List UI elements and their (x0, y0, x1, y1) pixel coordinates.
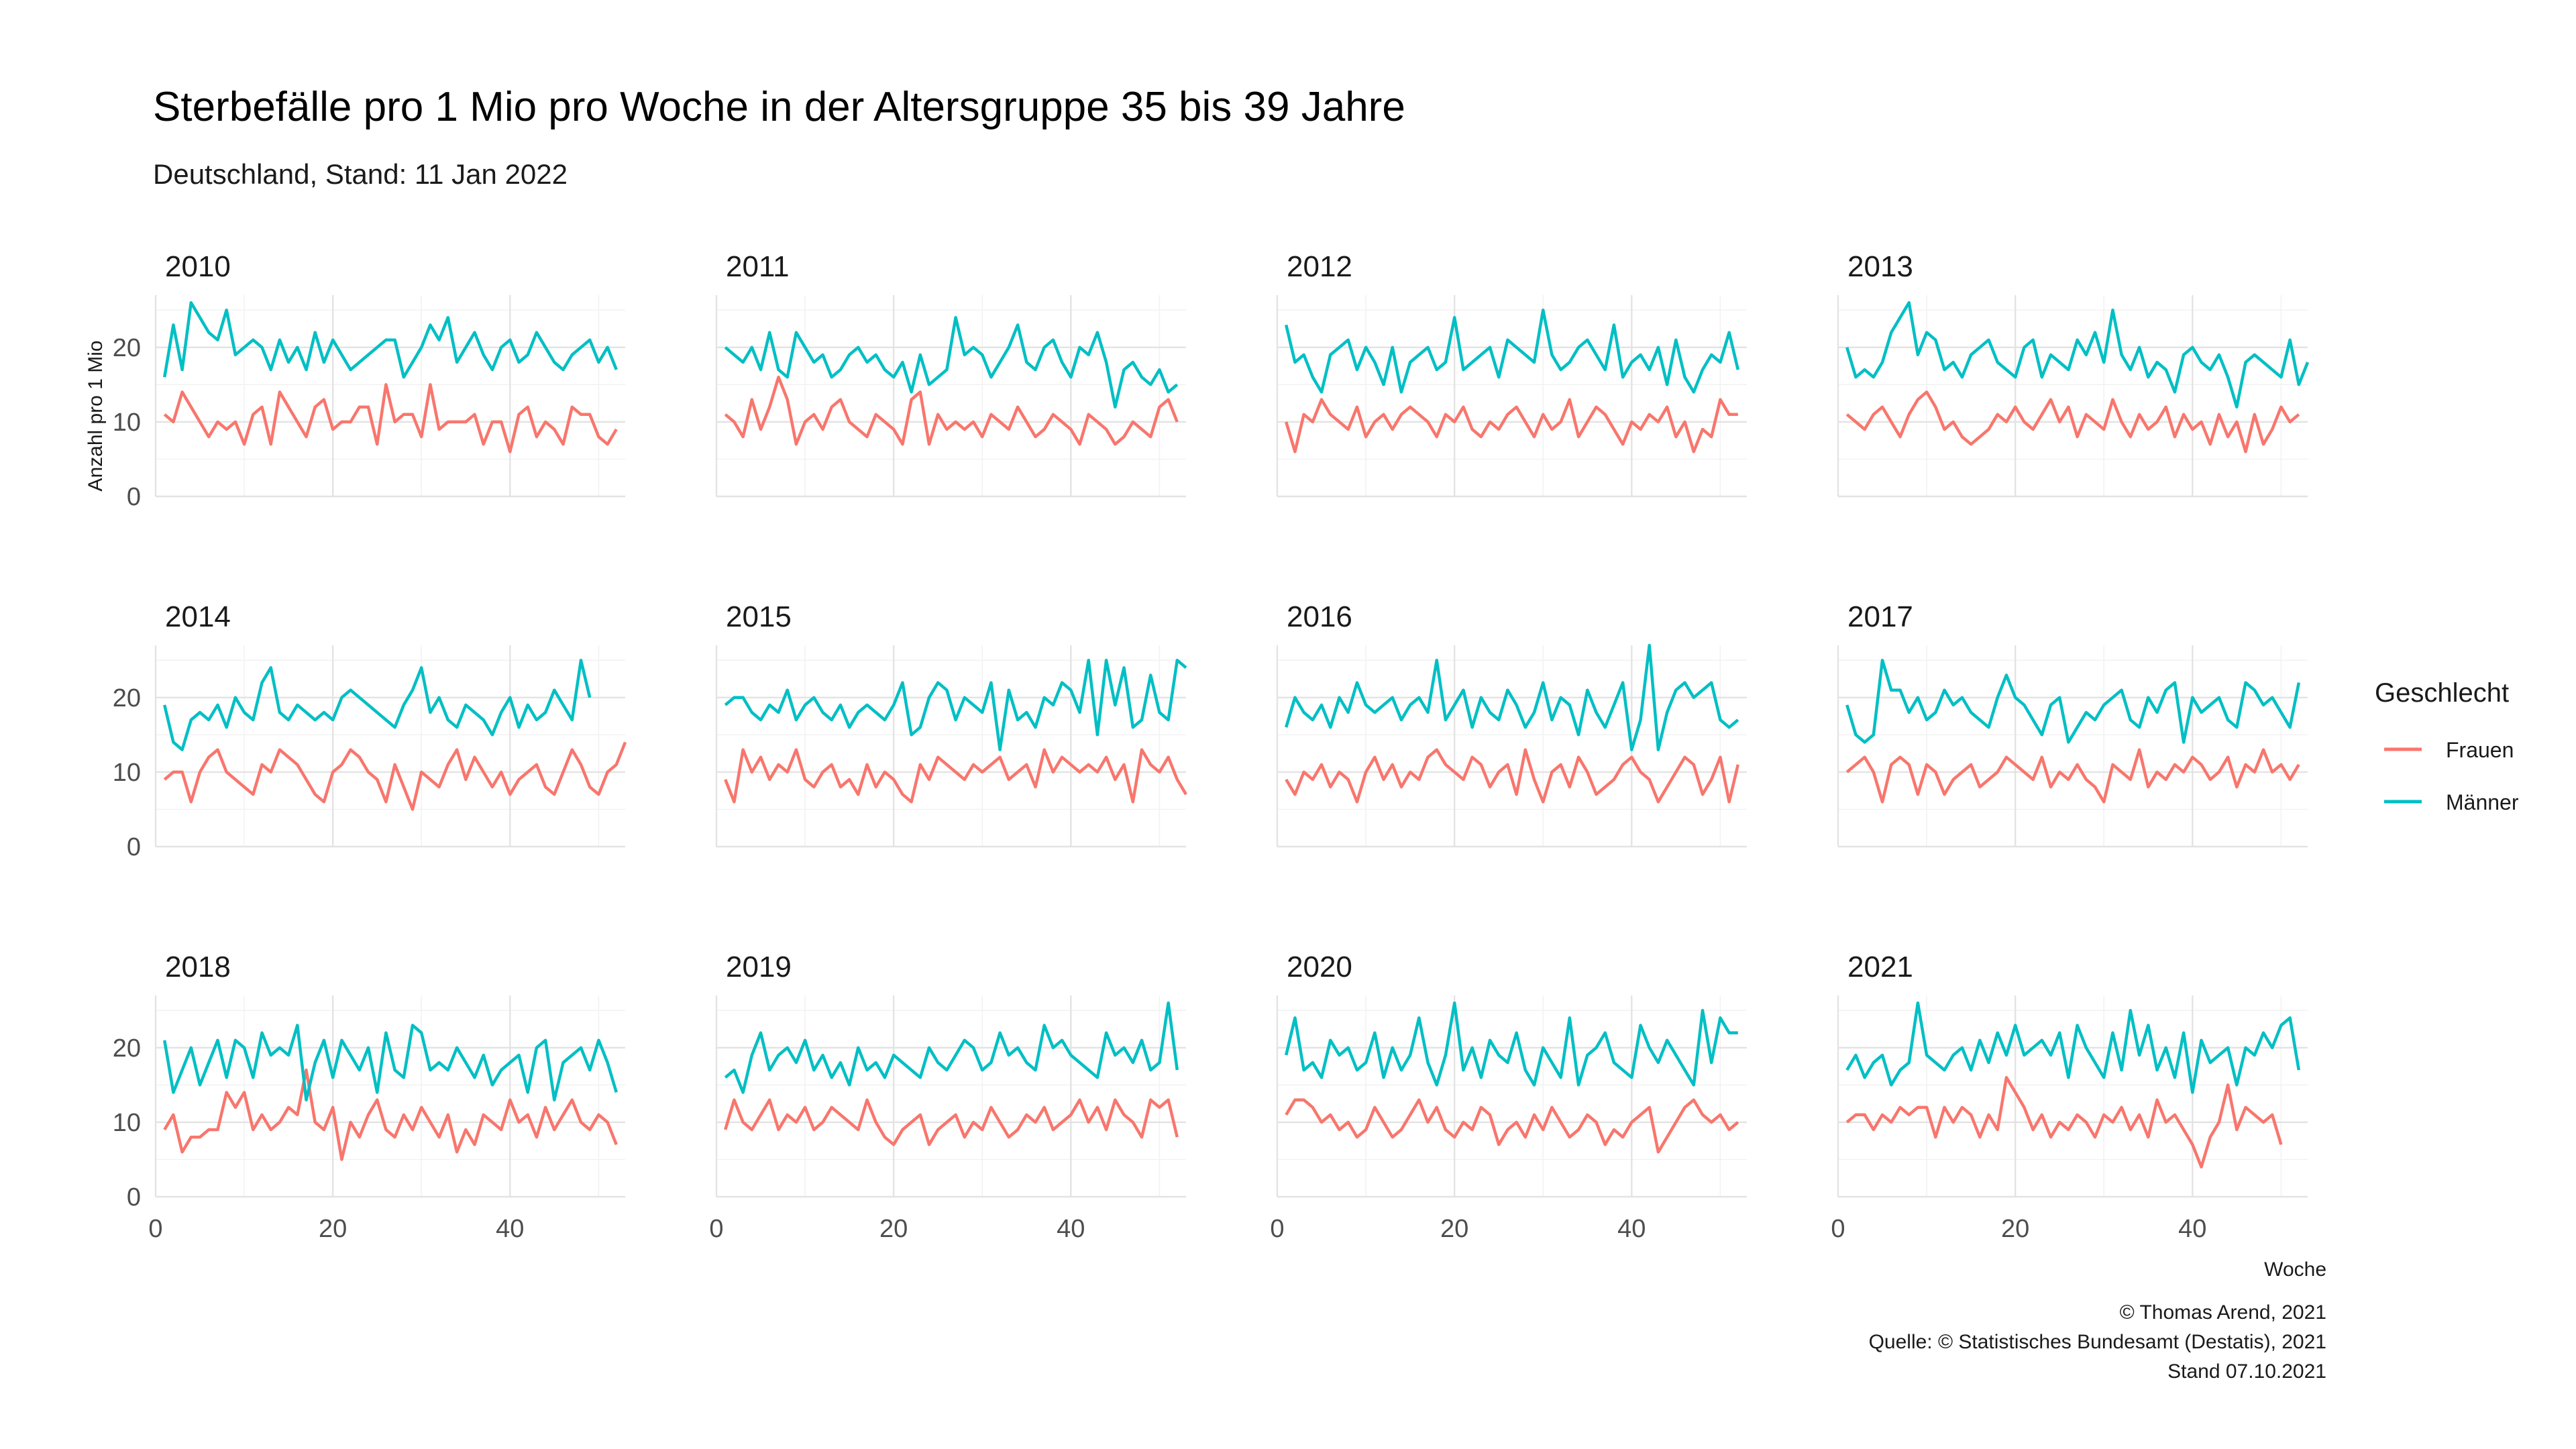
panel-title-2016: 2016 (1287, 600, 1352, 633)
series-line-maenner-2019 (724, 1001, 1179, 1094)
y-tick-label: 0 (127, 483, 141, 511)
series-line-frauen-2015 (724, 748, 1187, 804)
legend-title: Geschlecht (2375, 678, 2509, 708)
panel-title-2012: 2012 (1287, 250, 1352, 283)
series-line-maenner-2015 (724, 658, 1187, 751)
legend-label-maenner: Männer (2446, 790, 2519, 814)
panel-title-2017: 2017 (1847, 600, 1913, 633)
series-line-frauen-2020 (1285, 1098, 1739, 1154)
y-tick-label: 10 (113, 759, 141, 787)
panel-title-2014: 2014 (165, 600, 231, 633)
panel-2016: 2016 (1276, 600, 1747, 848)
series-line-maenner-2010 (162, 301, 618, 379)
x-tick-label: 40 (2178, 1215, 2206, 1243)
caption: © Thomas Arend, 2021 Quelle: © Statistis… (1869, 1301, 2326, 1383)
series-line-frauen-2018 (163, 1068, 618, 1161)
x-tick-label: 20 (2001, 1215, 2029, 1243)
y-tick-label: 0 (127, 1183, 141, 1212)
series-line-frauen-2021 (1845, 1075, 2283, 1169)
x-tick-label: 40 (496, 1215, 524, 1243)
series-line-maenner-2016 (1285, 643, 1739, 751)
x-tick-label: 40 (1057, 1215, 1085, 1243)
panel-title-2020: 2020 (1287, 951, 1352, 983)
x-tick-label: 40 (1617, 1215, 1646, 1243)
series-line-maenner-2011 (724, 316, 1179, 409)
series-line-maenner-2018 (162, 1024, 618, 1102)
caption-line-3: Stand 07.10.2021 (2167, 1360, 2326, 1383)
series-line-maenner-2021 (1845, 1001, 2301, 1094)
series-line-frauen-2019 (724, 1098, 1179, 1146)
series-line-maenner-2012 (1285, 308, 1739, 394)
y-tick-label: 20 (113, 334, 141, 362)
series-line-frauen-2017 (1845, 748, 2300, 804)
panel-title-2019: 2019 (726, 951, 792, 983)
x-tick-label: 0 (1270, 1215, 1284, 1243)
caption-line-1: © Thomas Arend, 2021 (2120, 1301, 2326, 1324)
panel-2012: 2012 (1276, 250, 1747, 498)
series-line-maenner-2017 (1845, 658, 2301, 744)
x-tick-label: 20 (319, 1215, 347, 1243)
panel-2014: 2014 0 10 20 (113, 600, 627, 861)
chart-title: Sterbefälle pro 1 Mio pro Woche in der A… (153, 84, 1405, 130)
series-line-frauen-2012 (1285, 398, 1738, 453)
legend: Geschlecht Frauen Männer (2375, 678, 2519, 814)
panel-title-2018: 2018 (165, 951, 231, 983)
legend-label-frauen: Frauen (2446, 738, 2514, 762)
series-line-frauen-2014 (163, 741, 627, 811)
y-tick-label: 10 (113, 1109, 141, 1137)
panel-title-2013: 2013 (1847, 250, 1913, 283)
panel-2010: 2010 0 10 20 (113, 250, 625, 511)
panel-2011: 2011 (715, 250, 1186, 498)
panel-title-2015: 2015 (726, 600, 792, 633)
panel-title-2021: 2021 (1847, 951, 1913, 983)
panel-2021: 2021 0 20 40 (1831, 951, 2308, 1243)
y-tick-label: 20 (113, 684, 141, 712)
x-tick-label: 20 (879, 1215, 908, 1243)
panel-title-2010: 2010 (165, 250, 231, 283)
panel-2015: 2015 (715, 600, 1187, 848)
panel-2017: 2017 (1837, 600, 2308, 848)
series-line-frauen-2013 (1845, 390, 2300, 453)
panel-2019: 2019 0 20 40 (709, 951, 1186, 1243)
x-tick-label: 0 (148, 1215, 162, 1243)
y-tick-label: 0 (127, 833, 141, 861)
panel-title-2011: 2011 (726, 250, 790, 283)
y-tick-label: 10 (113, 409, 141, 437)
x-axis-title: Woche (2264, 1258, 2326, 1281)
series-line-frauen-2010 (163, 383, 618, 453)
series-line-frauen-2016 (1285, 748, 1739, 804)
panel-2018: 2018 0 10 20 0 20 40 (113, 951, 625, 1243)
panel-2020: 2020 0 20 40 (1270, 951, 1747, 1243)
series-line-maenner-2013 (1845, 301, 2310, 409)
x-tick-label: 0 (709, 1215, 723, 1243)
panel-2013: 2013 (1837, 250, 2310, 498)
caption-line-2: Quelle: © Statistisches Bundesamt (Desta… (1869, 1331, 2326, 1353)
x-tick-label: 0 (1831, 1215, 1845, 1243)
y-tick-label: 20 (113, 1034, 141, 1063)
series-line-maenner-2014 (163, 658, 592, 751)
series-line-frauen-2011 (724, 375, 1179, 446)
chart-subtitle: Deutschland, Stand: 11 Jan 2022 (153, 158, 568, 190)
y-axis-title: Anzahl pro 1 Mio (85, 340, 107, 491)
series-line-maenner-2020 (1285, 1001, 1738, 1087)
x-tick-label: 20 (1440, 1215, 1468, 1243)
